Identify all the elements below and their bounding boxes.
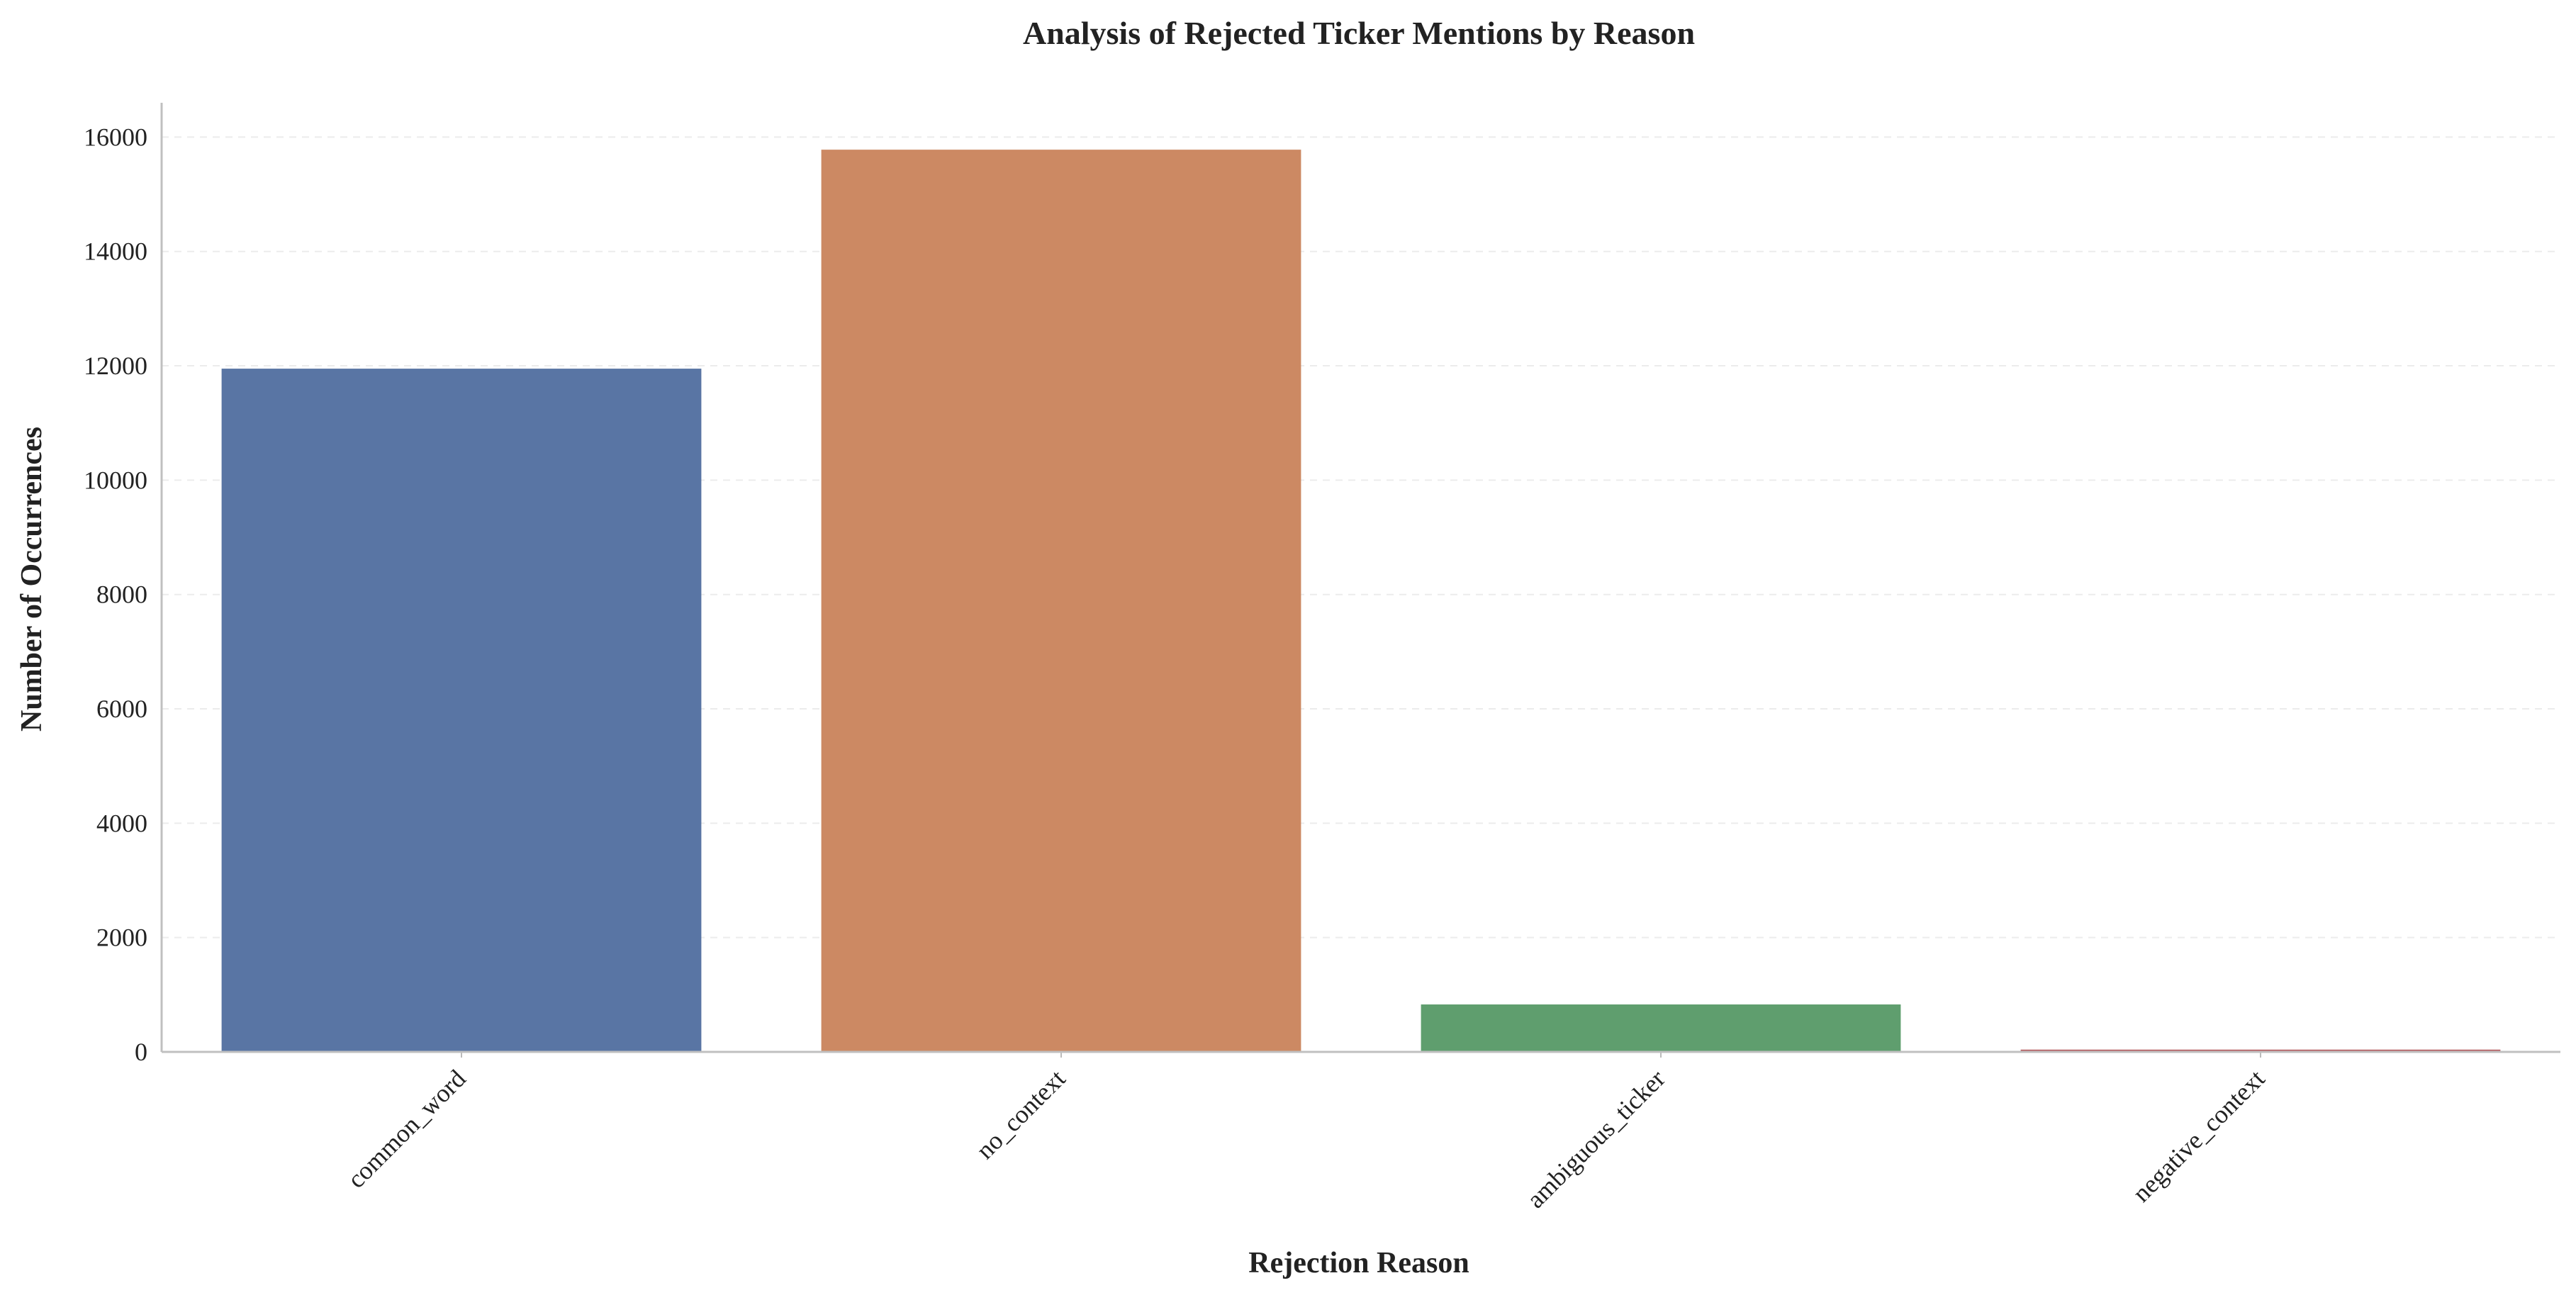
y-tick-label: 8000	[96, 581, 147, 609]
bar-ambiguous-ticker	[1421, 1004, 1901, 1052]
y-tick-label: 2000	[96, 924, 147, 952]
bars	[221, 150, 2501, 1053]
y-tick-label: 6000	[96, 695, 147, 723]
y-tick-label: 14000	[84, 237, 147, 266]
x-tick-labels: common_word no_context ambiguous_ticker neg…	[342, 1064, 2270, 1214]
y-tick-label: 16000	[84, 123, 147, 151]
x-tick-label: common_word	[342, 1064, 471, 1193]
y-tick-label: 12000	[84, 352, 147, 380]
bar-negative-context	[2020, 1049, 2501, 1052]
y-tick-label: 0	[135, 1038, 147, 1066]
x-tick-label: negative_context	[2127, 1064, 2270, 1207]
x-axis-title: Rejection Reason	[1248, 1247, 1469, 1279]
axes	[160, 103, 2560, 1058]
x-tick-label: ambiguous_ticker	[1521, 1064, 1671, 1214]
y-axis-title: Number of Occurrences	[16, 427, 48, 732]
x-tick-label: no_context	[970, 1064, 1070, 1164]
y-tick-labels: 0 2000 4000 6000 8000 10000 12000 14000 16000	[84, 123, 147, 1066]
y-tick-label: 10000	[84, 466, 147, 494]
chart-title: Analysis of Rejected Ticker Mentions by …	[1023, 15, 1695, 51]
bar-common-word	[221, 369, 702, 1052]
y-tick-label: 4000	[96, 809, 147, 837]
bar-no-context	[821, 150, 1301, 1053]
